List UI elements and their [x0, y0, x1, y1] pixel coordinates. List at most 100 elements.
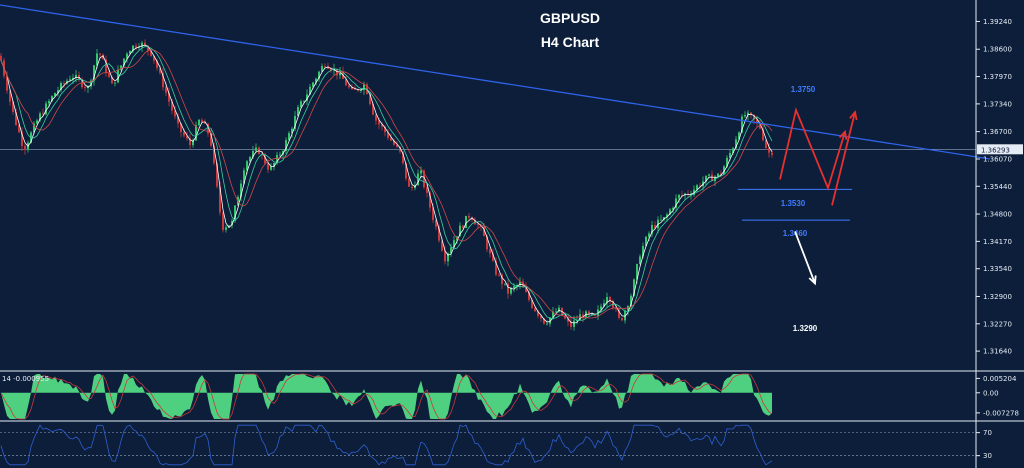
price-tick-label: 1.34800	[983, 211, 1012, 219]
candle-body	[705, 175, 707, 182]
candle-body	[102, 54, 104, 60]
candle-body	[21, 132, 23, 147]
candle-body	[51, 96, 53, 101]
candle-body	[741, 116, 743, 133]
level-label-1.3290: 1.3290	[793, 324, 818, 333]
candle-body	[468, 215, 470, 218]
level-label-1.3530: 1.3530	[781, 199, 806, 208]
candle-body	[750, 112, 752, 115]
oscillator-2-tick-label: 30	[983, 452, 992, 460]
price-tick-label: 1.31640	[983, 348, 1012, 356]
candle-body	[351, 87, 353, 90]
candle-body	[42, 113, 44, 115]
candle-body	[393, 140, 395, 145]
candle-body	[654, 225, 656, 229]
candle-body	[570, 321, 572, 327]
candle-body	[123, 58, 125, 66]
bullish-scenario-arrow-2	[831, 111, 856, 206]
bullish-scenario-arrow-1	[779, 107, 846, 191]
price-tick-label: 1.33540	[983, 265, 1012, 273]
candle-body	[315, 78, 317, 83]
candle-body	[312, 82, 314, 87]
chart-title: GBPUSD	[540, 10, 600, 26]
candle-body	[408, 178, 410, 187]
candle-body	[444, 250, 446, 262]
candle-body	[600, 306, 602, 310]
candle-body	[96, 53, 98, 66]
candle-body	[252, 150, 254, 158]
candle-body	[438, 226, 440, 241]
price-tick-label: 1.35440	[983, 183, 1012, 191]
candle-body	[93, 65, 95, 81]
candle-body	[24, 146, 26, 150]
candle-body	[387, 132, 389, 138]
bearish-scenario-arrow	[794, 231, 816, 284]
candle-body	[723, 166, 725, 175]
candle-body	[747, 112, 749, 116]
candle-body	[765, 140, 767, 149]
oscillator-1-tick-label: 0.005204	[983, 375, 1017, 383]
candle-body	[288, 133, 290, 141]
candle-body	[756, 119, 758, 123]
candle-body	[711, 174, 713, 182]
candle-body	[396, 144, 398, 147]
candle-body	[639, 256, 641, 265]
candle-body	[492, 253, 494, 261]
candle-body	[6, 75, 8, 91]
candle-body	[207, 123, 209, 134]
candle-body	[276, 154, 278, 164]
candle-body	[753, 114, 755, 120]
candle-body	[138, 47, 140, 48]
candle-body	[63, 82, 65, 84]
candle-body	[150, 51, 152, 56]
candle-body	[645, 236, 647, 246]
candle-body	[183, 132, 185, 136]
candle-body	[534, 307, 536, 312]
candle-body	[648, 233, 650, 237]
candle-body	[609, 296, 611, 302]
candle-body	[0, 55, 2, 61]
candle-body	[39, 113, 41, 121]
candle-body	[459, 225, 461, 237]
ma-mid-line	[0, 46, 773, 321]
price-tick-label: 1.36070	[983, 155, 1012, 163]
candle-body	[309, 86, 311, 95]
price-tick-label: 1.32270	[983, 320, 1012, 328]
candle-body	[363, 84, 365, 91]
candle-body	[186, 135, 188, 139]
candle-body	[558, 307, 560, 312]
candle-body	[552, 311, 554, 318]
candle-body	[738, 132, 740, 140]
candle-body	[591, 313, 593, 315]
candle-body	[111, 76, 113, 84]
candle-body	[699, 185, 701, 187]
ma-slow-line	[0, 49, 773, 319]
ma-fast-line	[0, 44, 773, 324]
candle-body	[306, 94, 308, 101]
candle-body	[303, 100, 305, 102]
candle-body	[135, 45, 137, 48]
candle-body	[504, 283, 506, 285]
candle-body	[156, 60, 158, 68]
descending-trendline	[0, 4, 991, 160]
candle-body	[273, 163, 275, 167]
bullish-arrow-head-2	[849, 110, 858, 121]
oscillator-2-axis-ticks: 70 30	[976, 429, 992, 460]
candle-body	[660, 219, 662, 221]
candle-body	[117, 69, 119, 83]
candle-body	[192, 140, 194, 146]
candle-body	[18, 125, 20, 133]
candle-body	[618, 309, 620, 318]
oscillator-2-tick-label: 70	[983, 429, 992, 437]
candle-body	[132, 45, 134, 51]
candle-body	[159, 67, 161, 73]
candle-body	[516, 285, 518, 287]
oscillator-2-line	[0, 424, 773, 466]
candle-body	[360, 90, 362, 91]
candle-body	[573, 320, 575, 327]
candle-body	[75, 74, 77, 78]
candle-body	[726, 157, 728, 167]
candle-body	[519, 281, 521, 286]
